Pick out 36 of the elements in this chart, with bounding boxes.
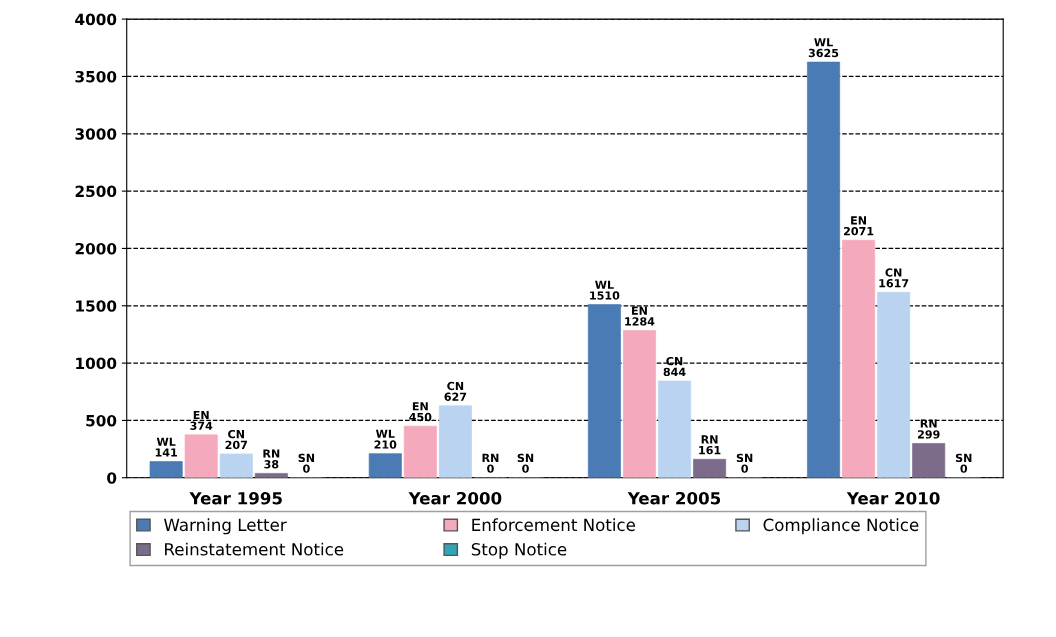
data-label: RN 0: [482, 453, 499, 473]
y-tick-label: 3500: [75, 70, 117, 83]
legend-label: Compliance Notice: [763, 518, 919, 535]
data-label: SN 0: [298, 453, 315, 473]
y-tick-label: 1500: [76, 300, 117, 312]
data-label: WL 141: [155, 437, 177, 457]
data-label: SN 0: [955, 453, 972, 473]
y-tick-label: 500: [86, 414, 117, 427]
data-label: EN 1284: [625, 306, 655, 326]
y-tick-label: 1000: [76, 357, 117, 370]
data-label: RN 38: [263, 449, 280, 469]
data-label: CN 207: [225, 429, 247, 450]
x-tick-label: Year 1995: [189, 491, 282, 505]
x-tick-label: Year 2010: [846, 491, 940, 505]
y-tick-label: 2500: [75, 185, 117, 198]
data-label: EN 2071: [844, 216, 874, 236]
y-tick-label: 4000: [75, 13, 117, 26]
data-label: WL 210: [374, 429, 397, 449]
y-tick-label: 0: [107, 472, 117, 484]
legend-label: Stop Notice: [471, 542, 567, 559]
legend-label: Reinstatement Notice: [165, 542, 344, 556]
data-label: CN 844: [663, 356, 686, 377]
data-label: SN 0: [517, 453, 534, 473]
y-tick-label: 2000: [75, 242, 117, 255]
data-label: SN 0: [736, 453, 753, 473]
y-tick-label: 3000: [75, 128, 117, 140]
data-label: CN 1617: [879, 268, 909, 288]
legend-label: Enforcement Notice: [472, 518, 636, 532]
x-tick-label: Year 2005: [627, 491, 721, 505]
data-label: WL 1510: [590, 280, 620, 300]
data-label: WL 3625: [808, 38, 839, 58]
data-label: CN 627: [444, 381, 467, 401]
data-label: EN 374: [190, 410, 213, 430]
data-label: RN 161: [699, 435, 721, 455]
x-tick-label: Year 2000: [408, 491, 502, 505]
legend-label: Warning Letter: [163, 518, 287, 535]
